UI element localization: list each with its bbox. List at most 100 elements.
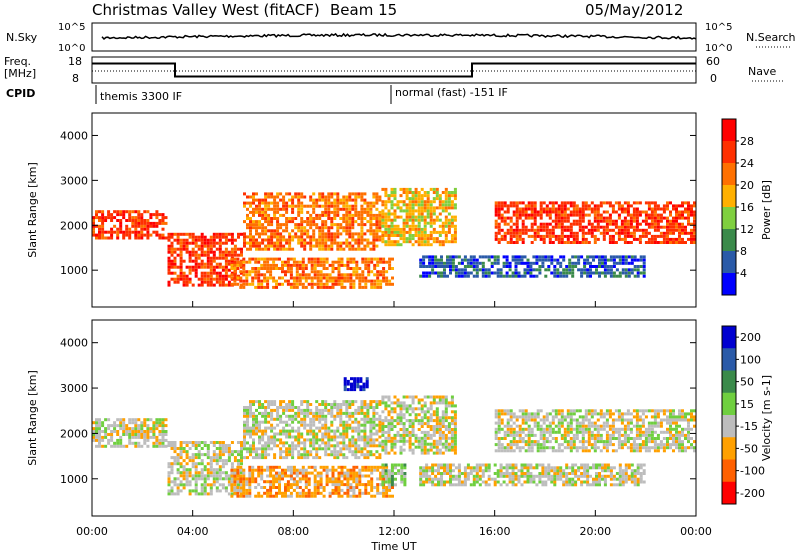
velocity-cell [254,477,258,481]
velocity-cell [300,403,304,406]
velocity-cell [215,459,219,463]
power-cell [294,223,298,227]
power-cell [286,279,290,283]
power-cell [630,255,634,259]
velocity-cell [230,494,234,498]
power-cell [611,219,615,223]
power-cell [348,213,352,217]
velocity-cell [417,407,421,411]
power-cell [300,195,304,199]
power-cell [626,210,630,214]
power-cell [310,279,314,283]
power-cell [309,204,313,208]
power-cell [321,229,325,233]
velocity-cell [101,424,105,428]
velocity-cell [408,439,412,443]
power-cell [672,241,675,244]
power-cell [372,223,376,227]
power-cell [185,250,189,254]
velocity-cell [399,445,403,449]
power-cell [447,221,451,225]
velocity-cell [273,435,277,439]
velocity-cell [324,450,328,454]
power-cell [521,213,525,217]
power-cell [248,270,252,274]
power-cell [440,261,443,265]
power-cell [675,207,678,211]
velocity-cell [128,438,132,442]
power-cell [548,216,552,220]
velocity-cell [399,436,403,440]
power-ytick-label: 1000 [60,264,88,277]
power-cell [460,268,464,272]
power-cell [393,203,397,207]
power-cell [360,232,364,236]
power-cell [647,241,651,244]
power-cell [509,216,513,220]
power-cell [321,235,325,239]
velocity-cell [405,407,409,411]
power-cell [560,201,564,205]
velocity-cell [512,415,516,419]
velocity-cell [393,442,397,446]
velocity-cell [282,420,286,424]
power-cell [233,253,237,257]
power-cell [460,261,464,265]
velocity-cell [381,439,385,443]
velocity-cell [300,400,304,404]
velocity-cell [539,418,543,422]
power-cell [423,200,427,204]
power-cell [505,274,509,278]
velocity-cell [444,436,448,440]
velocity-cell [104,435,108,439]
velocity-cell [429,433,433,437]
velocity-cell [298,494,302,498]
velocity-cell [393,410,397,414]
power-cell [530,225,534,229]
power-cell [435,206,439,210]
power-cell [556,258,560,262]
velocity-cell [179,450,183,454]
power-cell [313,276,317,280]
velocity-cell [346,491,350,495]
power-cell [444,197,448,201]
power-cell [569,225,573,229]
velocity-cell [242,483,246,487]
power-cell [300,241,304,245]
velocity-cell [411,419,415,423]
power-cell [429,200,433,204]
velocity-cell [191,489,195,493]
power-cell [632,219,636,223]
power-cell [536,231,540,235]
velocity-cell [304,477,308,481]
power-cell [286,263,290,267]
power-cell [315,241,319,245]
velocity-cell [340,471,344,475]
velocity-cell [536,424,540,428]
power-cell [560,225,564,229]
velocity-cell [134,444,138,448]
power-cell [557,241,561,244]
power-cell [249,223,252,227]
power-cell [563,207,567,211]
power-cell [330,232,334,236]
power-cell [527,234,531,238]
power-cell [545,213,549,217]
velocity-cell [420,436,424,440]
velocity-cell [182,471,186,475]
velocity-cell [303,420,307,424]
cpid-label: CPID [6,87,35,100]
power-cell [463,274,467,278]
power-cell [289,285,293,289]
power-cell [623,222,627,226]
velocity-cell [197,441,201,444]
velocity-cell [542,418,546,422]
velocity-cell [182,441,186,444]
velocity-cell [333,450,337,454]
power-cell [678,204,681,208]
velocity-cell [408,433,412,437]
power-cell [505,255,509,259]
velocity-cell [444,413,448,417]
power-cell [629,213,633,217]
velocity-cell [414,395,418,399]
